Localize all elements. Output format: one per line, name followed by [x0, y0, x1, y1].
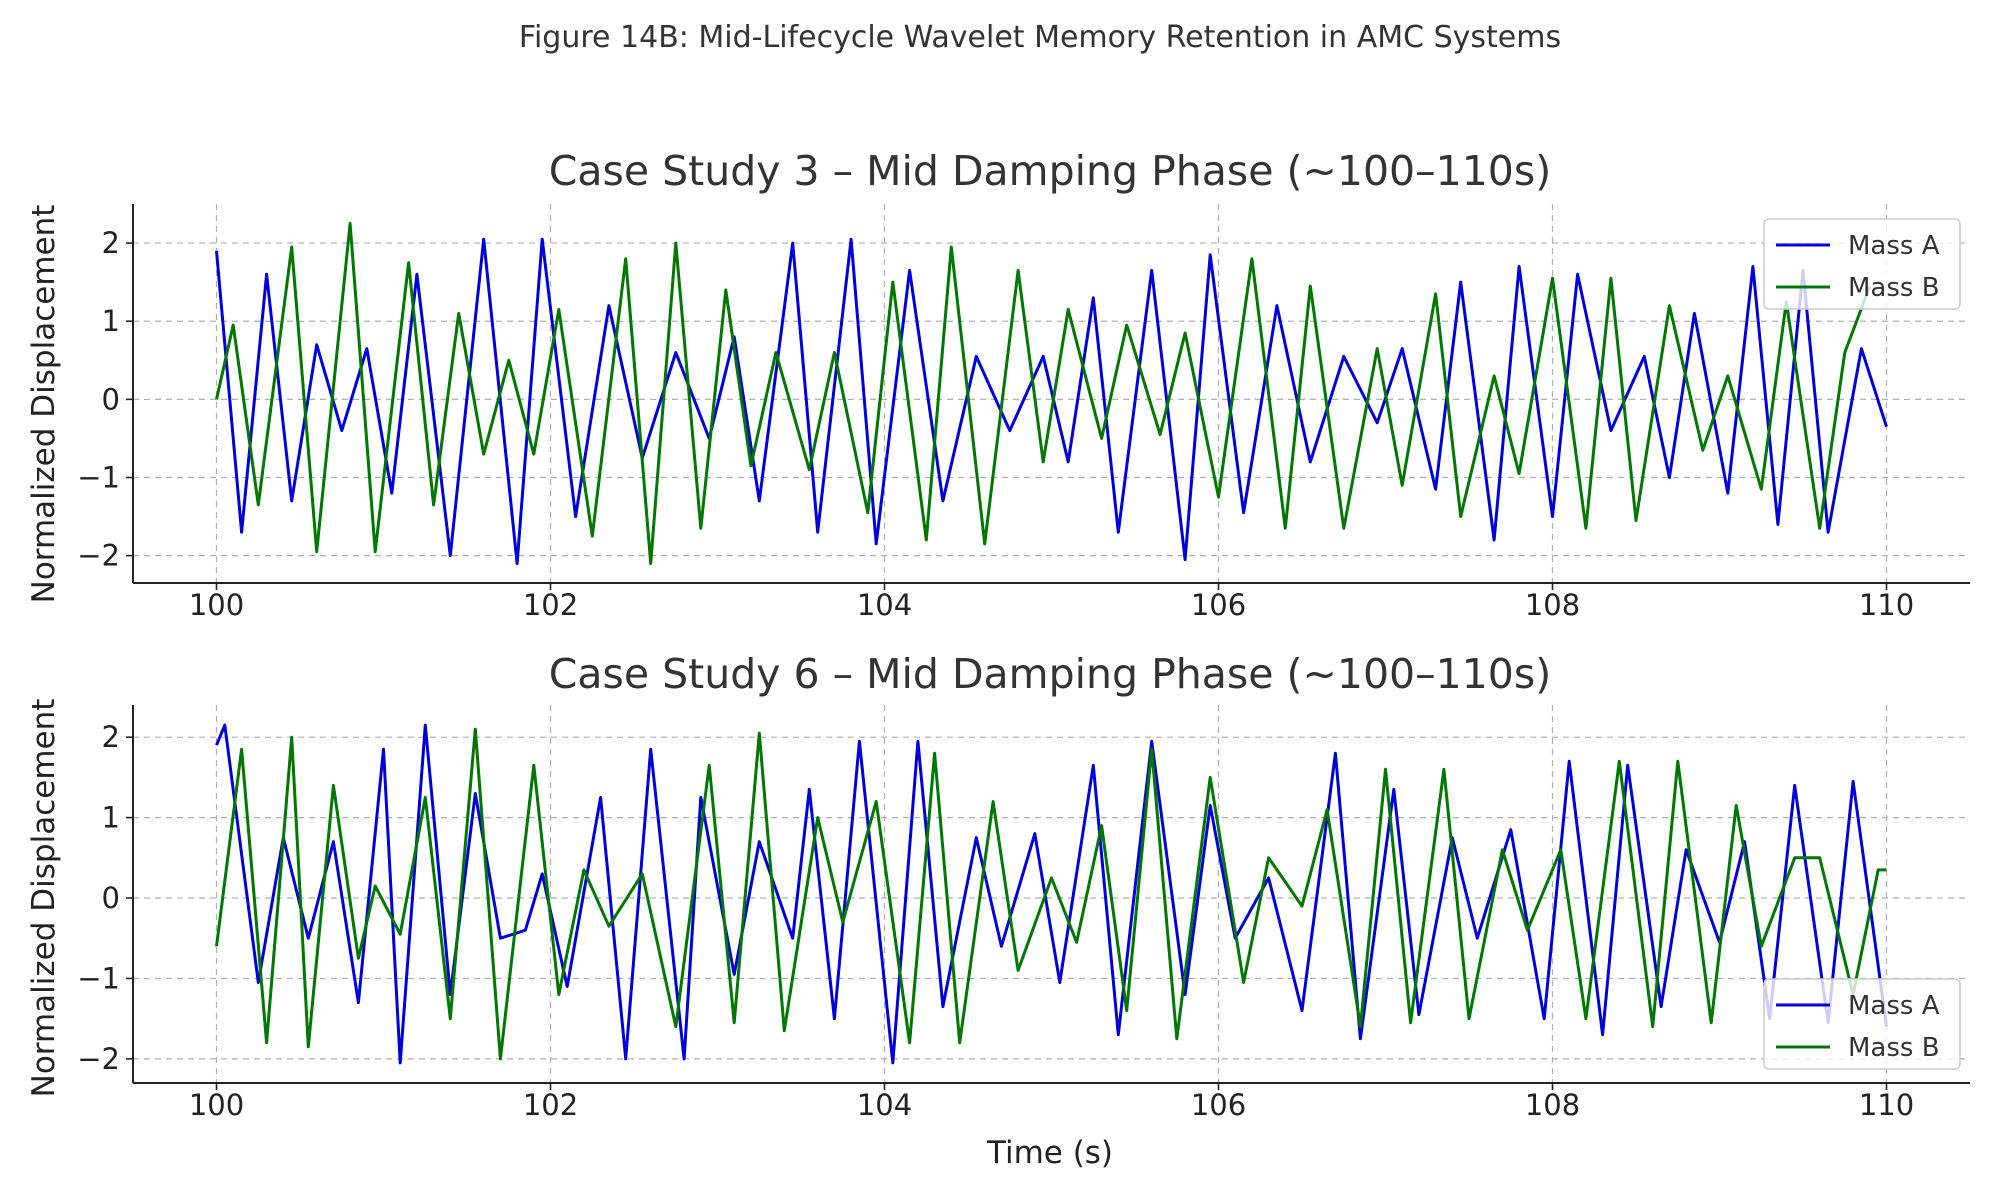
y-tick-label: 0	[102, 382, 120, 416]
series-line-mass-a	[215, 237, 1888, 565]
y-axis-label: Normalized Displacement	[26, 205, 62, 604]
y-tick-label: 2	[102, 720, 120, 754]
legend: Mass A Mass B	[1763, 218, 1961, 310]
series-lines	[215, 222, 1888, 565]
legend: Mass A Mass B	[1763, 978, 1961, 1070]
x-tick-label: 108	[1525, 588, 1580, 622]
series-line-mass-b	[215, 222, 1872, 565]
legend-label-mass-a: Mass A	[1848, 991, 1940, 1021]
x-tick-label: 110	[1859, 588, 1914, 622]
panel-title: Case Study 6 – Mid Damping Phase (~100–1…	[549, 650, 1552, 698]
legend-label-mass-b: Mass B	[1848, 1033, 1940, 1063]
panel-case-study-6: Case Study 6 – Mid Damping Phase (~100–1…	[26, 650, 1970, 1171]
x-tick-label: 100	[189, 1088, 244, 1122]
grid	[133, 204, 1970, 583]
panel-case-study-3: Case Study 3 – Mid Damping Phase (~100–1…	[26, 147, 1970, 622]
x-tick-label: 108	[1525, 1088, 1580, 1122]
x-tick-label: 110	[1859, 1088, 1914, 1122]
y-tick-label: −1	[77, 961, 120, 995]
y-tick-label: 1	[102, 801, 120, 835]
x-tick-label: 106	[1191, 588, 1246, 622]
x-tick-label: 100	[189, 588, 244, 622]
x-tick-label: 104	[857, 588, 912, 622]
x-tick-label: 106	[1191, 1088, 1246, 1122]
y-tick-label: −1	[77, 461, 120, 495]
series-lines	[215, 723, 1888, 1065]
y-tick-label: 1	[102, 304, 120, 338]
y-axis-label: Normalized Displacement	[26, 699, 62, 1098]
grid	[133, 705, 1970, 1083]
axes: 100 102 104 106 108 110 −2 −1 0 1 2	[77, 204, 1970, 622]
x-tick-label: 102	[523, 1088, 578, 1122]
axes: 100 102 104 106 108 110 −2 −1 0 1 2	[77, 705, 1970, 1122]
y-tick-label: 0	[102, 881, 120, 915]
x-axis-label: Time (s)	[986, 1135, 1113, 1171]
y-tick-label: −2	[77, 1042, 120, 1076]
series-line-mass-b	[215, 727, 1887, 1061]
x-tick-label: 102	[523, 588, 578, 622]
y-tick-label: −2	[77, 539, 120, 573]
y-tick-label: 2	[102, 226, 120, 260]
x-tick-label: 104	[857, 1088, 912, 1122]
panel-title: Case Study 3 – Mid Damping Phase (~100–1…	[549, 147, 1552, 195]
figure-suptitle: Figure 14B: Mid-Lifecycle Wavelet Memory…	[519, 20, 1561, 55]
legend-label-mass-a: Mass A	[1848, 231, 1940, 261]
legend-label-mass-b: Mass B	[1848, 273, 1940, 303]
